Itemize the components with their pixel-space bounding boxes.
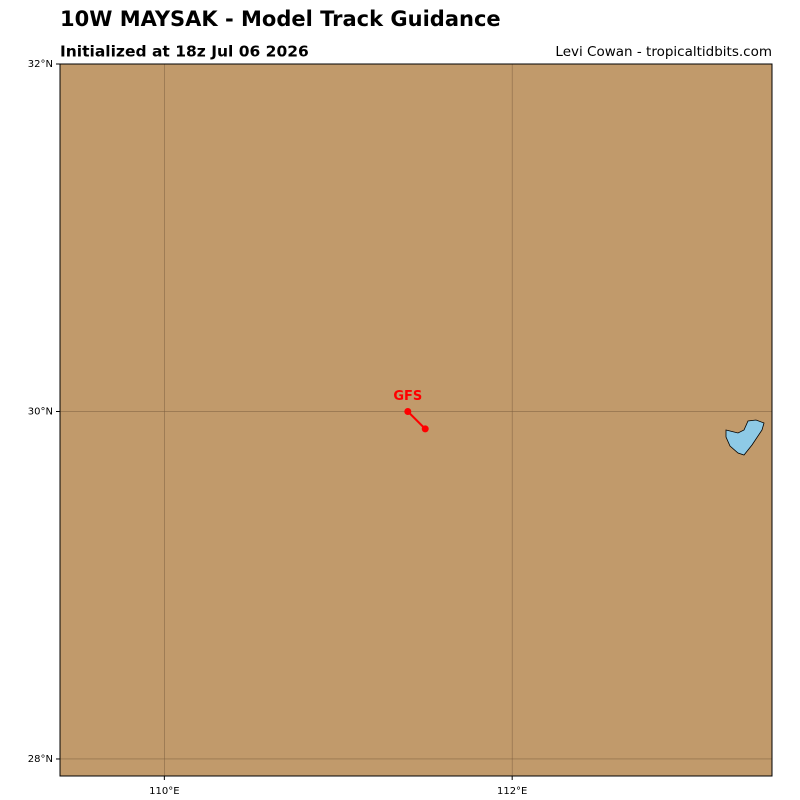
track-label: GFS	[393, 389, 422, 404]
chart-subtitle: Initialized at 18z Jul 06 2026	[60, 43, 309, 61]
chart-title: 10W MAYSAK - Model Track Guidance	[60, 7, 501, 31]
map-frame	[59, 63, 773, 777]
y-tick-label: 30°N	[28, 406, 53, 417]
credit: Levi Cowan - tropicaltidbits.com	[555, 44, 772, 60]
x-tick-label: 112°E	[497, 786, 527, 797]
lake	[725, 419, 765, 456]
x-tick-label: 110°E	[149, 786, 179, 797]
track-point	[404, 407, 412, 415]
y-tick-label: 32°N	[28, 59, 53, 70]
track-point	[421, 425, 429, 433]
y-tick-label: 28°N	[28, 754, 53, 765]
track-line	[407, 410, 426, 430]
